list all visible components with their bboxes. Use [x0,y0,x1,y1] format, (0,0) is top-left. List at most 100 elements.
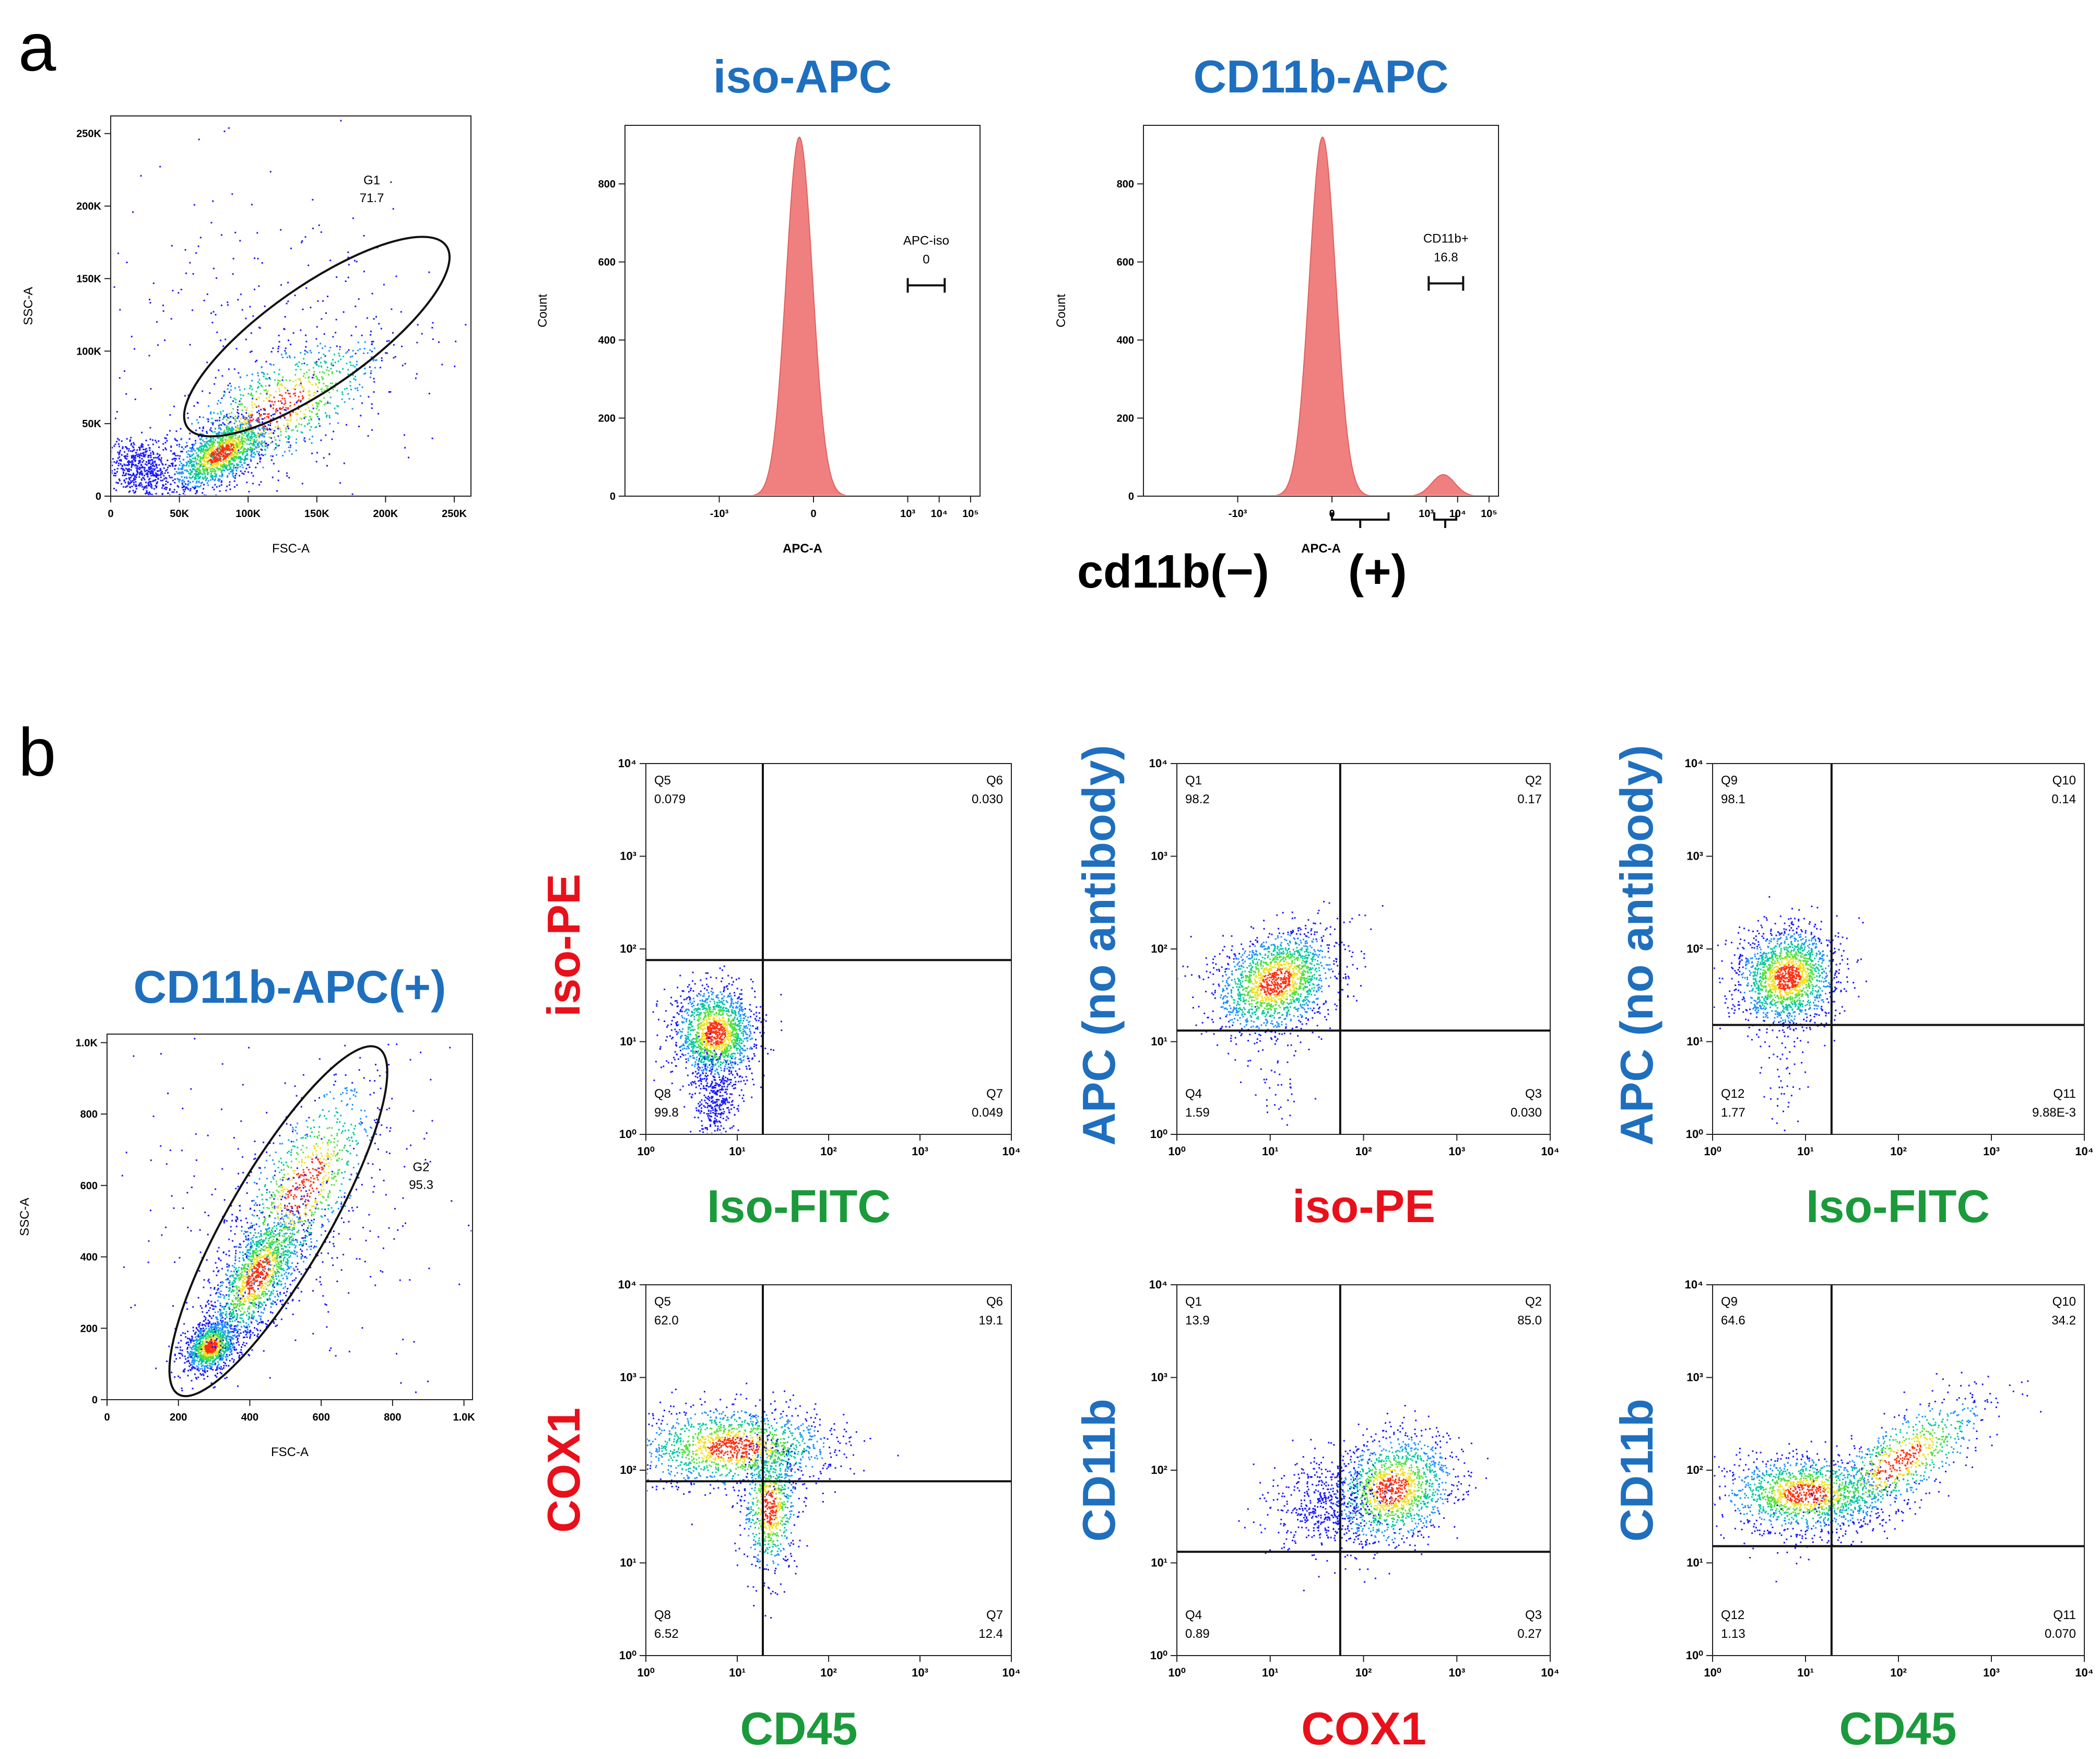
plot-b7: 10⁰ 10¹ 10² 10³ 10⁴ 10⁰ 10¹ 10² 10³ 10⁴ CD45 CD11b Q… [1611,1278,2094,1754]
y-axis-label: COX1 [538,1408,589,1533]
y-tick-label: 10³ [1686,850,1703,863]
x-tick-label: 150K [304,508,329,520]
gate-ellipse [183,236,451,438]
x-tick-label: 10⁵ [962,508,979,520]
y-axis-label: iso-PE [538,874,589,1017]
scatter-points [647,1382,899,1619]
y-tick-label: 10³ [1151,850,1167,863]
plot-a2: -10³ 0 10³ 10⁴ 10⁵ 0 200 400 600 800 APC-A Count iso… [536,51,981,556]
y-tick-label: 10³ [1151,1371,1167,1384]
x-tick-label: 10⁴ [1002,1666,1020,1679]
gate-percent: 71.7 [360,191,384,205]
quadrant-label-lr: Q7 [986,1608,1003,1622]
quadrant-label-lr: Q3 [1525,1608,1542,1622]
x-axis-label: FSC-A [271,1445,309,1459]
y-axis-label: SSC-A [21,287,36,325]
x-axis-label: APC-A [783,542,822,556]
y-tick-label: 10⁰ [619,1128,636,1141]
y-tick-label: 800 [598,179,616,190]
plot-frame [1712,1284,2085,1656]
quadrant-value-lr: 12.4 [978,1627,1003,1641]
gate-name: G1 [363,173,380,187]
x-tick-label: 10⁰ [1704,1145,1721,1158]
y-tick-label: 10⁴ [1685,1278,1703,1291]
quadrant-label-ll: Q12 [1721,1608,1744,1622]
plot-frame [1712,763,2085,1135]
scatter-points [121,1038,471,1393]
gate-name: CD11b+ [1423,232,1469,246]
x-axis-label: COX1 [1301,1703,1426,1754]
y-tick-label: 250K [76,128,101,140]
quadrant-label-ur: Q6 [986,773,1003,788]
x-tick-label: 10⁰ [637,1666,654,1679]
gate-ellipse [168,1045,388,1398]
plot-frame [645,1284,1012,1656]
y-tick-label: 0 [96,491,101,502]
bracket-positive [1433,512,1457,528]
y-tick-label: 10¹ [620,1035,636,1048]
y-tick-label: 1.0K [76,1037,98,1049]
x-tick-label: 10³ [900,508,915,520]
quadrant-label-ll: Q8 [654,1608,671,1622]
y-axis-label: Count [536,294,550,327]
scatter-points [112,120,467,495]
x-tick-label: 10³ [912,1666,928,1679]
quadrant-label-lr: Q11 [2053,1087,2076,1101]
scatter-points [1178,900,1384,1126]
quadrant-value-ul: 62.0 [654,1314,679,1328]
y-tick-label: 200 [80,1323,98,1334]
annotation-negative: cd11b(−) [1077,546,1269,598]
quadrant-value-lr: 0.030 [1511,1106,1542,1120]
x-axis-label: iso-PE [1292,1180,1435,1232]
quadrant-value-ur: 19.1 [978,1314,1003,1328]
x-tick-label: 10⁵ [1481,508,1497,520]
quadrant-value-ll: 1.59 [1185,1106,1210,1120]
x-axis-label: CD45 [1839,1703,1957,1754]
y-tick-label: 10³ [620,1371,636,1384]
y-axis-label: APC (no antibody) [1611,745,1662,1145]
x-tick-label: 10² [1890,1145,1907,1158]
quadrant-value-ur: 34.2 [2051,1314,2076,1328]
quadrant-label-ur: Q6 [986,1295,1003,1309]
scatter-points [1238,1405,1489,1591]
scatter-points [1714,1371,2042,1582]
x-tick-label: 10⁰ [1704,1666,1721,1679]
plot-b6: 10⁰ 10¹ 10² 10³ 10⁴ 10⁰ 10¹ 10² 10³ 10⁴ COX1 CD11b Q… [1073,1278,1560,1754]
quadrant-value-ll: 1.13 [1721,1627,1745,1641]
y-tick-label: 10¹ [1151,1035,1167,1048]
quadrant-label-ul: Q1 [1185,1295,1202,1309]
quadrant-label-ul: Q9 [1721,1295,1738,1309]
y-tick-label: 600 [598,257,616,268]
x-tick-label: 400 [241,1412,258,1423]
x-tick-label: 10³ [1983,1145,2000,1158]
y-tick-label: 10³ [1686,1371,1703,1384]
bracket-negative [1331,512,1390,528]
plot-a1: 0 50K 100K 150K 200K 250K 0 50K 100K 150K 200K 250K… [21,115,471,556]
x-tick-label: 10¹ [729,1145,746,1158]
x-tick-label: 250K [442,508,467,520]
x-tick-label: 1.0K [453,1412,475,1423]
gate-name: G2 [413,1160,430,1175]
quadrant-value-ll: 0.89 [1185,1627,1210,1641]
quadrant-value-ul: 98.2 [1185,792,1210,806]
y-axis-label: Count [1054,294,1068,327]
y-tick-label: 10² [620,1463,636,1476]
x-tick-label: 10³ [1419,508,1434,520]
x-tick-label: 10⁴ [1449,508,1466,520]
x-tick-label: 10² [1890,1666,1907,1679]
quadrant-label-lr: Q7 [986,1087,1003,1101]
x-tick-label: 200 [170,1412,187,1423]
quadrant-value-ul: 64.6 [1721,1314,1745,1328]
plot-a3: -10³ 0 10³ 10⁴ 10⁵0200400600800APC-ACountCD1… [1054,51,1499,598]
x-axis-label: FSC-A [272,542,310,556]
quadrant-label-ur: Q10 [2052,1295,2076,1309]
x-tick-label: 200K [373,508,398,520]
gate-name: APC-iso [903,233,949,248]
x-tick-label: 600 [312,1412,329,1423]
x-tick-label: 10⁴ [1541,1145,1559,1158]
histogram-area [1275,136,1475,495]
y-tick-label: 0 [92,1394,98,1406]
y-tick-label: 10⁰ [619,1649,636,1662]
quadrant-value-lr: 0.049 [972,1106,1003,1120]
x-tick-label: 0 [810,508,816,520]
